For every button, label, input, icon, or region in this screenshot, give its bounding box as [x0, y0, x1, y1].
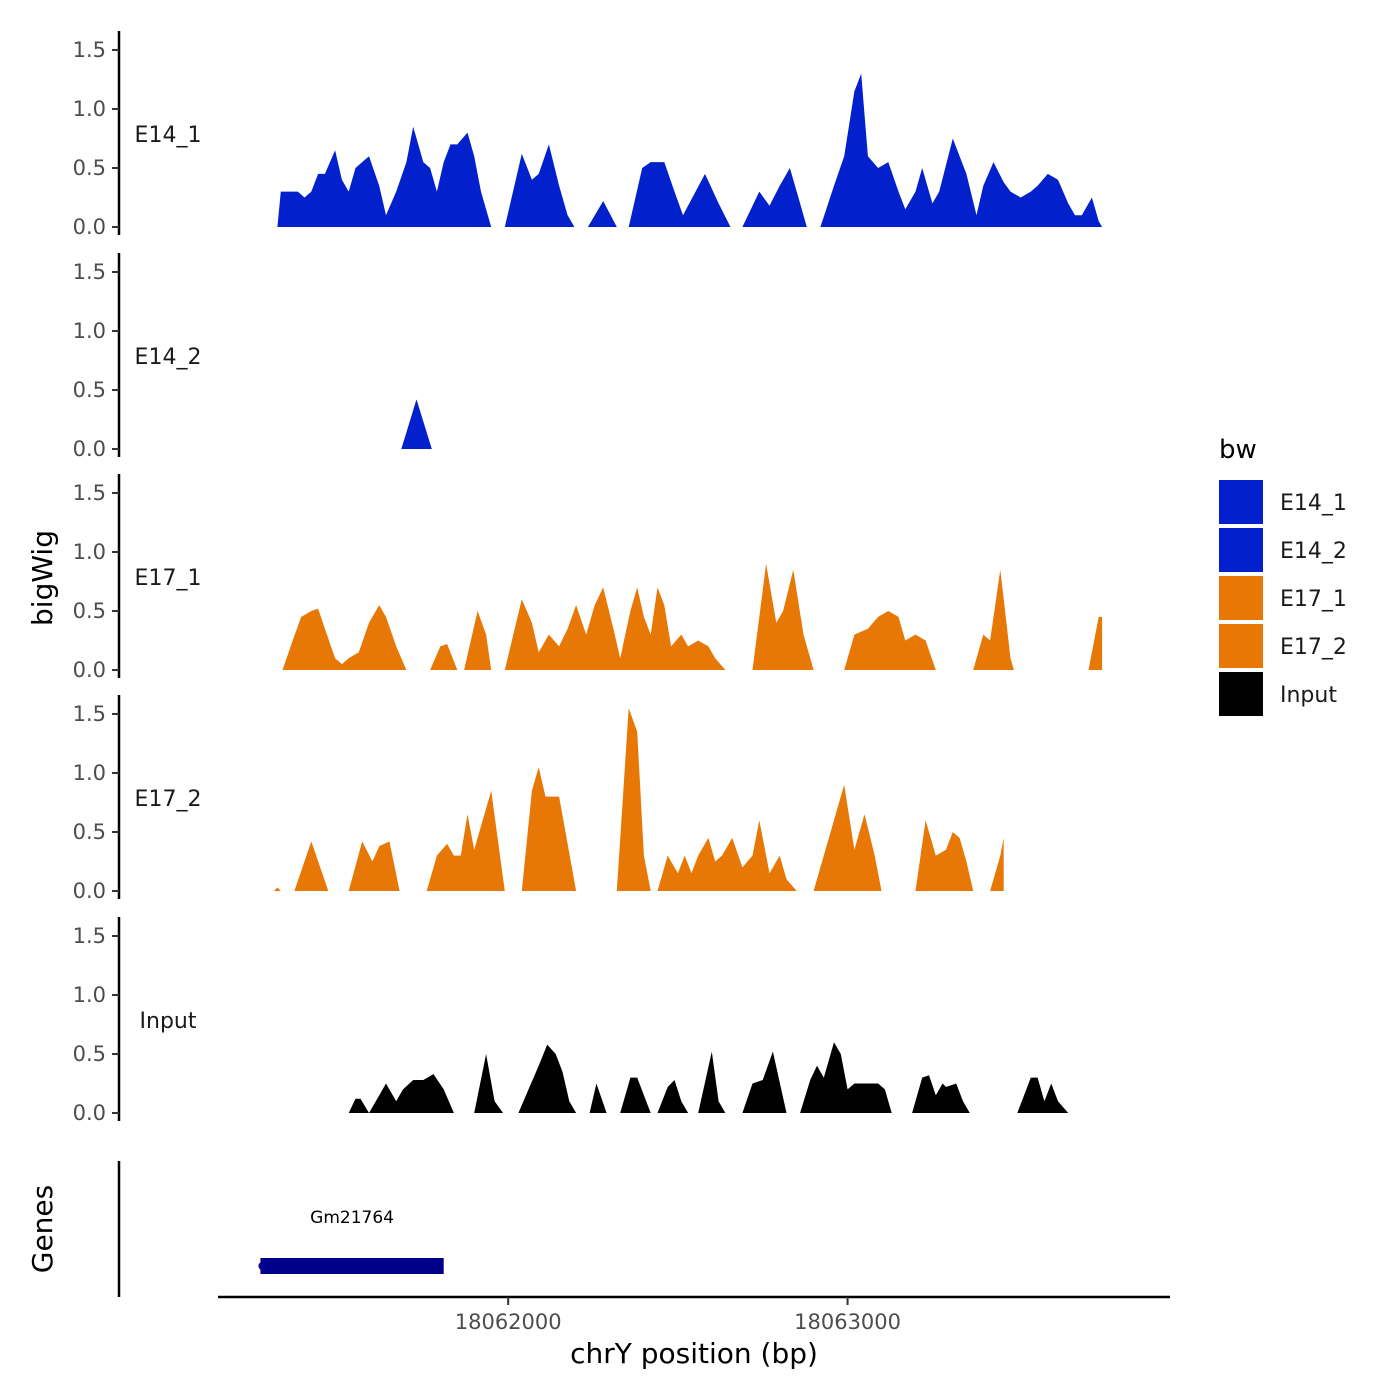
legend-label-E17_2: E17_2 [1280, 635, 1347, 660]
coverage-area-E17_2-9 [990, 837, 1004, 891]
coverage-area-E17_1-5 [844, 611, 936, 670]
coverage-area-Input-6 [698, 1051, 726, 1113]
coverage-area-E17_1-2 [464, 611, 492, 670]
coverage-area-E17_1-1 [430, 644, 458, 670]
x-tick-label-0: 18062000 [455, 1310, 562, 1334]
y-tick-label-E17_2-1: 0.5 [73, 820, 106, 844]
legend-swatch-E17_1 [1219, 576, 1263, 620]
y-tick-label-E14_1-0: 0.0 [73, 215, 106, 239]
coverage-area-Input-1 [474, 1054, 504, 1113]
coverage-area-E14_1-0 [277, 126, 492, 227]
coverage-area-Input-7 [742, 1051, 787, 1113]
coverage-area-E17_1-3 [504, 587, 726, 670]
coverage-area-E14_2-0 [401, 399, 432, 449]
track-label-E17_1: E17_1 [135, 566, 202, 591]
y-tick-label-E17_1-2: 1.0 [73, 540, 106, 564]
x-axis-title: chrY position (bp) [570, 1337, 818, 1370]
coverage-area-Input-4 [620, 1077, 651, 1113]
y-tick-label-Input-3: 1.5 [73, 924, 106, 948]
legend-swatch-E14_2 [1219, 528, 1263, 572]
gene-strand-marker-0 [258, 1262, 267, 1270]
y-tick-label-Input-2: 1.0 [73, 983, 106, 1007]
coverage-area-Input-8 [800, 1042, 892, 1113]
gene-label-0: Gm21764 [310, 1208, 394, 1228]
y-tick-label-E17_1-3: 1.5 [73, 481, 106, 505]
y-tick-label-E14_1-3: 1.5 [73, 38, 106, 62]
coverage-area-E17_2-0 [274, 887, 281, 891]
coverage-area-E14_1-1 [504, 144, 575, 227]
coverage-area-E17_2-1 [294, 841, 329, 891]
legend-label-E14_2: E14_2 [1280, 539, 1347, 564]
coverage-area-E17_1-0 [282, 605, 407, 670]
coverage-area-E14_1-2 [587, 201, 617, 227]
y-tick-label-Input-1: 0.5 [73, 1042, 106, 1066]
track-label-E14_2: E14_2 [135, 345, 202, 370]
y-tick-label-E17_2-0: 0.0 [73, 879, 106, 903]
y-tick-label-E14_2-2: 1.0 [73, 319, 106, 343]
coverage-area-E17_2-8 [915, 820, 974, 891]
coverage-area-E17_2-5 [616, 708, 651, 891]
coverage-area-Input-3 [589, 1083, 607, 1113]
y-tick-label-Input-0: 0.0 [73, 1101, 106, 1125]
y-tick-label-E14_1-2: 1.0 [73, 97, 106, 121]
coverage-area-E14_1-4 [742, 168, 807, 227]
coverage-area-E17_1-7 [1088, 616, 1103, 670]
coverage-area-Input-0 [348, 1074, 454, 1113]
coverage-area-E14_1-5 [820, 73, 1103, 227]
coverage-area-Input-10 [1017, 1077, 1069, 1113]
track-label-E17_2: E17_2 [135, 787, 202, 812]
coverage-area-E14_1-3 [628, 162, 731, 227]
y-tick-label-E17_1-0: 0.0 [73, 658, 106, 682]
legend-label-E17_1: E17_1 [1280, 587, 1347, 612]
y-tick-label-E14_1-1: 0.5 [73, 156, 106, 180]
coverage-area-E17_2-2 [348, 841, 400, 891]
legend-title: bw [1219, 435, 1257, 465]
coverage-area-Input-9 [912, 1075, 970, 1113]
track-label-Input: Input [140, 1009, 197, 1034]
y-tick-label-E14_2-1: 0.5 [73, 378, 106, 402]
legend-swatch-E14_1 [1219, 480, 1263, 524]
gene-body-0 [260, 1258, 444, 1274]
y-tick-label-E17_1-1: 0.5 [73, 599, 106, 623]
coverage-area-Input-2 [518, 1044, 577, 1113]
coverage-area-E17_1-6 [973, 569, 1014, 670]
y-tick-label-E17_2-2: 1.0 [73, 761, 106, 785]
coverage-area-E17_2-3 [426, 790, 505, 891]
y-tick-label-E17_2-3: 1.5 [73, 702, 106, 726]
legend-label-E14_1: E14_1 [1280, 491, 1347, 516]
track-label-E14_1: E14_1 [135, 123, 202, 148]
y-axis-title: bigWig [26, 530, 59, 626]
coverage-area-Input-5 [657, 1080, 689, 1113]
y-tick-label-E14_2-3: 1.5 [73, 260, 106, 284]
legend-swatch-E17_2 [1219, 624, 1263, 668]
coverage-area-E17_2-6 [657, 820, 797, 891]
x-tick-label-1: 18063000 [794, 1310, 901, 1334]
legend-swatch-Input [1219, 672, 1263, 716]
coverage-area-E17_1-4 [752, 563, 814, 670]
genes-track-title: Genes [26, 1185, 59, 1273]
y-tick-label-E14_2-0: 0.0 [73, 437, 106, 461]
coverage-area-E17_2-4 [521, 767, 577, 891]
coverage-area-E17_2-7 [813, 784, 882, 891]
legend-label-Input: Input [1280, 683, 1337, 708]
